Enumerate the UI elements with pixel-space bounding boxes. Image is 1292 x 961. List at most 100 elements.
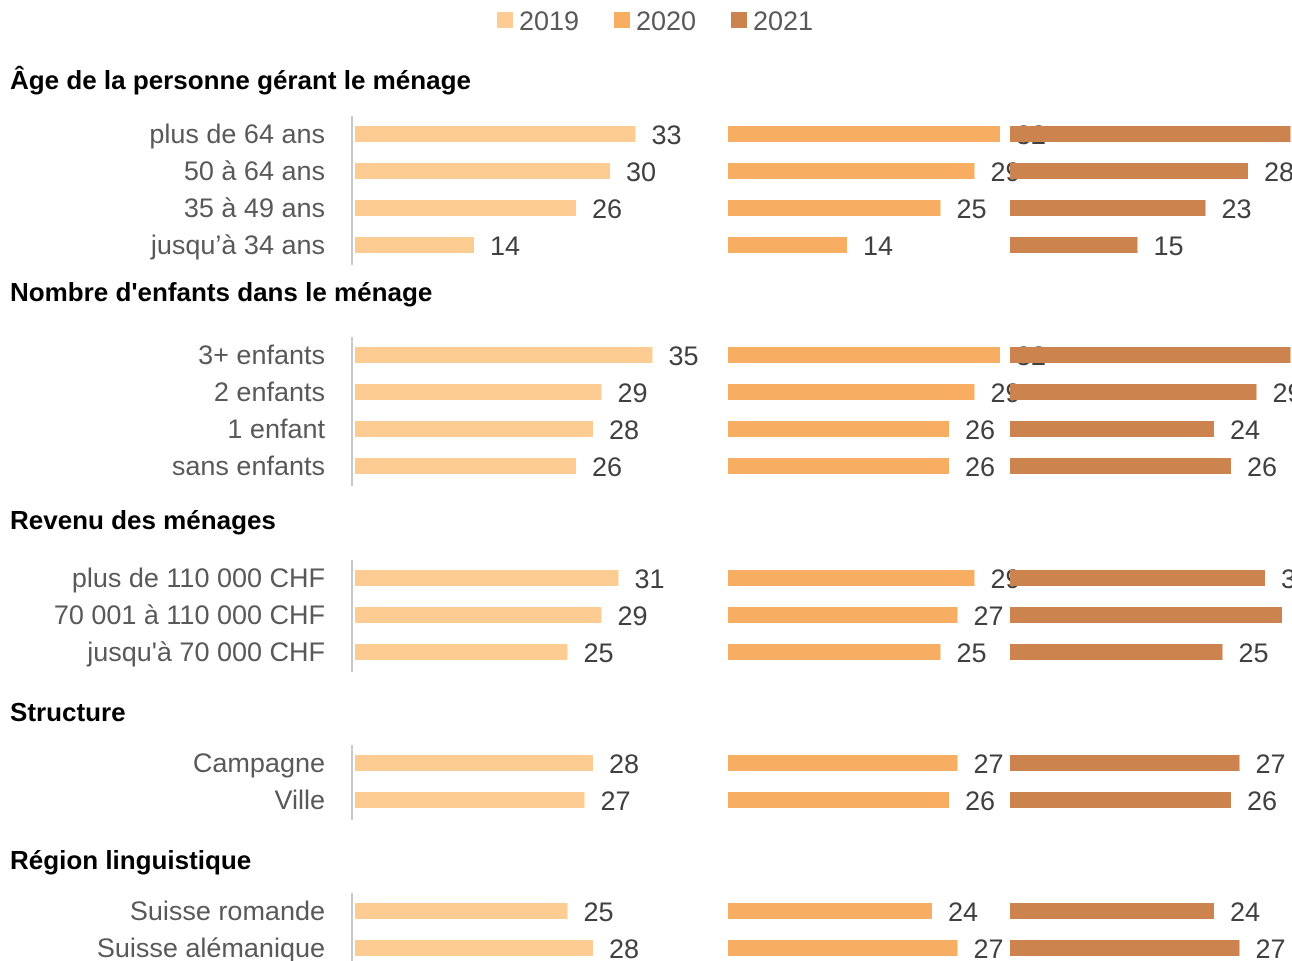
bar-2019-35-a-49-ans — [355, 200, 576, 216]
value-label-2020-70-001-a-110-000-chf: 27 — [974, 601, 1004, 631]
value-label-2019-plus-de-110-000-chf: 31 — [635, 564, 665, 594]
bar-2020-suisse-romande — [728, 903, 932, 919]
bar-2021-suisse-romande — [1010, 903, 1214, 919]
bar-2021-70-001-a-110-000-chf — [1010, 607, 1282, 623]
bar-2019-suisse-alemanique — [355, 940, 593, 956]
value-label-2020-jusqu-a-70-000-chf: 25 — [957, 638, 987, 668]
category-label-2-enfants: 2 enfants — [214, 377, 325, 407]
category-label-35-a-49-ans: 35 à 49 ans — [184, 193, 325, 223]
value-label-2019-3-enfants: 35 — [669, 341, 699, 371]
bar-2021-plus-de-64-ans — [1010, 126, 1291, 142]
bar-2020-campagne — [728, 755, 958, 771]
value-label-2019-sans-enfants: 26 — [592, 452, 622, 482]
value-label-2020-sans-enfants: 26 — [965, 452, 995, 482]
bar-2020-jusqu-a-34-ans — [728, 237, 847, 253]
bar-2021-suisse-alemanique — [1010, 940, 1240, 956]
value-label-2021-ville: 26 — [1247, 786, 1277, 816]
bar-2019-campagne — [355, 755, 593, 771]
bar-2019-sans-enfants — [355, 458, 576, 474]
value-label-2020-jusqu-a-34-ans: 14 — [863, 231, 893, 261]
value-label-2020-campagne: 27 — [974, 749, 1004, 779]
bar-2021-3-enfants — [1010, 347, 1291, 363]
bar-2020-50-a-64-ans — [728, 163, 975, 179]
bar-2020-2-enfants — [728, 384, 975, 400]
value-label-2021-campagne: 27 — [1256, 749, 1286, 779]
bar-2019-1-enfant — [355, 421, 593, 437]
value-label-2021-2-enfants: 29 — [1273, 378, 1292, 408]
category-label-jusqu-a-70-000-chf: jusqu'à 70 000 CHF — [86, 637, 325, 667]
value-label-2019-jusqu-a-70-000-chf: 25 — [584, 638, 614, 668]
section-title-3: Revenu des ménages — [10, 505, 276, 535]
bar-2020-1-enfant — [728, 421, 949, 437]
bar-2021-50-a-64-ans — [1010, 163, 1248, 179]
bar-2021-sans-enfants — [1010, 458, 1231, 474]
legend-swatch-2020 — [614, 12, 630, 28]
bar-2020-70-001-a-110-000-chf — [728, 607, 958, 623]
bar-2019-70-001-a-110-000-chf — [355, 607, 602, 623]
bar-2021-1-enfant — [1010, 421, 1214, 437]
value-label-2019-suisse-alemanique: 28 — [609, 934, 639, 961]
section-title-1: Âge de la personne gérant le ménage — [10, 65, 471, 95]
legend-label-2020: 2020 — [636, 6, 696, 36]
value-label-2019-suisse-romande: 25 — [584, 897, 614, 927]
category-label-campagne: Campagne — [193, 748, 325, 778]
bar-2020-sans-enfants — [728, 458, 949, 474]
bar-2021-2-enfants — [1010, 384, 1257, 400]
bar-2019-2-enfants — [355, 384, 602, 400]
legend-swatch-2019 — [497, 12, 513, 28]
value-label-2021-50-a-64-ans: 28 — [1264, 157, 1292, 187]
value-label-2021-suisse-alemanique: 27 — [1256, 934, 1286, 961]
category-label-50-a-64-ans: 50 à 64 ans — [184, 156, 325, 186]
category-label-70-001-a-110-000-chf: 70 001 à 110 000 CHF — [54, 600, 325, 630]
category-label-ville: Ville — [274, 785, 325, 815]
value-label-2021-jusqu-a-34-ans: 15 — [1154, 231, 1184, 261]
bar-2020-35-a-49-ans — [728, 200, 941, 216]
bar-2019-suisse-romande — [355, 903, 568, 919]
value-label-2021-sans-enfants: 26 — [1247, 452, 1277, 482]
value-label-2021-35-a-49-ans: 23 — [1222, 194, 1252, 224]
value-label-2019-ville: 27 — [601, 786, 631, 816]
legend-label-2019: 2019 — [519, 6, 579, 36]
value-label-2019-50-a-64-ans: 30 — [626, 157, 656, 187]
bar-2020-plus-de-110-000-chf — [728, 570, 975, 586]
bar-2019-50-a-64-ans — [355, 163, 610, 179]
bar-2021-campagne — [1010, 755, 1240, 771]
bar-2019-jusqu-a-34-ans — [355, 237, 474, 253]
value-label-2019-jusqu-a-34-ans: 14 — [490, 231, 520, 261]
value-label-2020-suisse-romande: 24 — [948, 897, 978, 927]
category-label-suisse-alemanique: Suisse alémanique — [97, 933, 325, 961]
category-label-plus-de-110-000-chf: plus de 110 000 CHF — [72, 563, 325, 593]
category-label-suisse-romande: Suisse romande — [130, 896, 325, 926]
section-title-4: Structure — [10, 697, 126, 727]
section-title-2: Nombre d'enfants dans le ménage — [10, 277, 432, 307]
bar-2019-ville — [355, 792, 585, 808]
legend-label-2021: 2021 — [753, 6, 813, 36]
value-label-2020-suisse-alemanique: 27 — [974, 934, 1004, 961]
value-label-2021-jusqu-a-70-000-chf: 25 — [1239, 638, 1269, 668]
bar-2021-jusqu-a-34-ans — [1010, 237, 1138, 253]
value-label-2019-70-001-a-110-000-chf: 29 — [618, 601, 648, 631]
value-label-2021-suisse-romande: 24 — [1230, 897, 1260, 927]
bar-2021-jusqu-a-70-000-chf — [1010, 644, 1223, 660]
bar-2021-ville — [1010, 792, 1231, 808]
value-label-2021-1-enfant: 24 — [1230, 415, 1260, 445]
value-label-2019-campagne: 28 — [609, 749, 639, 779]
section-title-5: Région linguistique — [10, 845, 251, 875]
bar-2019-plus-de-64-ans — [355, 126, 636, 142]
bar-2020-ville — [728, 792, 949, 808]
category-label-sans-enfants: sans enfants — [172, 451, 325, 481]
bar-2019-jusqu-a-70-000-chf — [355, 644, 568, 660]
value-label-2021-plus-de-110-000-chf: 30 — [1281, 564, 1292, 594]
bar-2020-3-enfants — [728, 347, 1000, 363]
bar-2019-plus-de-110-000-chf — [355, 570, 619, 586]
value-label-2020-35-a-49-ans: 25 — [957, 194, 987, 224]
bar-2020-jusqu-a-70-000-chf — [728, 644, 941, 660]
bar-2020-suisse-alemanique — [728, 940, 958, 956]
bar-2021-35-a-49-ans — [1010, 200, 1206, 216]
bar-2020-plus-de-64-ans — [728, 126, 1000, 142]
bar-2021-plus-de-110-000-chf — [1010, 570, 1265, 586]
bar-2019-3-enfants — [355, 347, 653, 363]
value-label-2020-ville: 26 — [965, 786, 995, 816]
value-label-2019-1-enfant: 28 — [609, 415, 639, 445]
